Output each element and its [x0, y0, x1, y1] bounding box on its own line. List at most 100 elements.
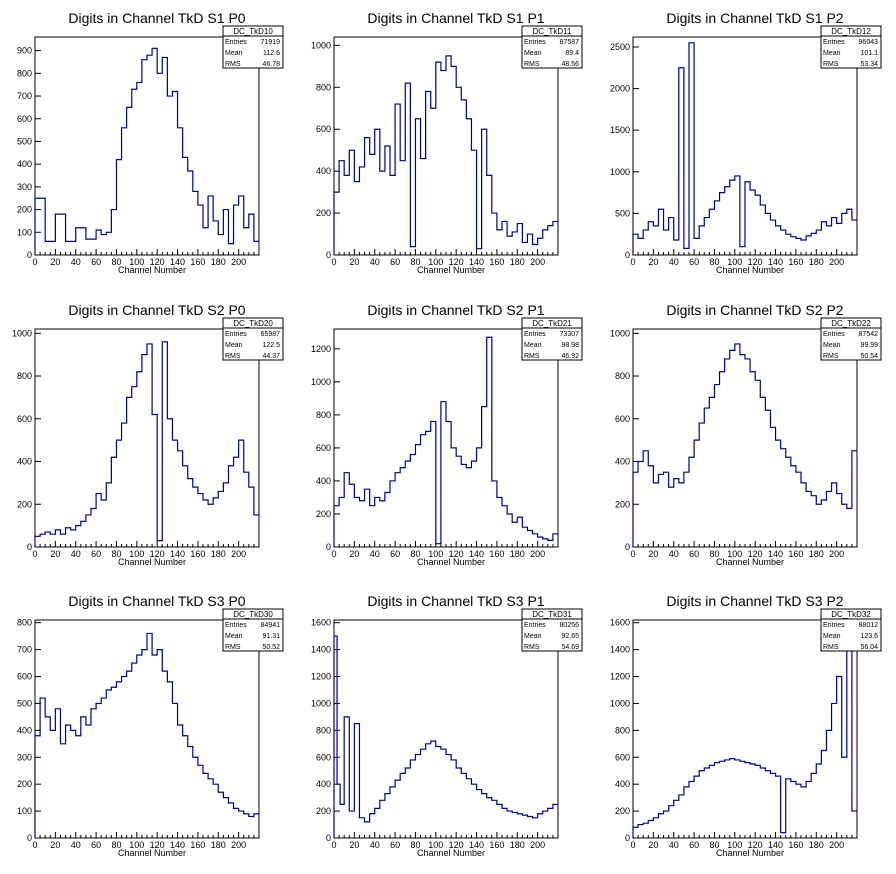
stats-value: 98.98 — [561, 342, 579, 349]
y-tick-label: 700 — [17, 91, 32, 101]
stats-label: Entries — [823, 331, 845, 338]
x-axis-label: Channel Number — [118, 265, 186, 275]
y-tick-label: 100 — [17, 227, 32, 237]
y-tick-label: 1500 — [610, 125, 630, 135]
stats-label: Entries — [524, 622, 546, 629]
y-tick-label: 800 — [615, 725, 630, 735]
y-tick-label: 400 — [17, 457, 32, 467]
y-tick-label: 400 — [615, 457, 630, 467]
x-tick-label: 140 — [170, 257, 185, 267]
y-tick-label: 0 — [27, 542, 32, 552]
chart-panel-8: Digits in Channel TkD S3 P1 0 20 40 60 80 100 1… — [311, 593, 583, 858]
plot-frame — [632, 328, 858, 548]
x-tick-label: 180 — [510, 840, 525, 850]
x-axis-label: Channel Number — [716, 265, 784, 275]
stats-label: Entries — [225, 331, 247, 338]
x-tick-label: 0 — [32, 549, 37, 559]
x-tick-label: 80 — [410, 257, 420, 267]
x-tick-label: 100 — [129, 549, 144, 559]
stats-box-frame — [521, 608, 583, 652]
y-tick-label: 100 — [17, 806, 32, 816]
stats-label: RMS — [823, 61, 839, 68]
x-tick-label: 80 — [709, 549, 719, 559]
chart-title: Digits in Channel TkD S2 P2 — [666, 302, 843, 318]
y-tick-label: 0 — [625, 542, 630, 552]
stats-value: 96043 — [859, 39, 879, 46]
stats-box: DC_TkD32 Entries 88012 Mean 123.6 RMS 56.04 — [820, 608, 882, 652]
x-tick-label: 180 — [211, 549, 226, 559]
y-tick-label: 200 — [615, 499, 630, 509]
y-tick-label: 200 — [17, 499, 32, 509]
y-tick-label: 600 — [316, 443, 331, 453]
x-tick-label: 60 — [390, 840, 400, 850]
x-tick-label: 0 — [331, 840, 336, 850]
y-tick-label: 600 — [615, 414, 630, 424]
chart-panel-6: Digits in Channel TkD S2 P2 0 20 40 60 80 100 1… — [610, 302, 882, 567]
stats-box: DC_TkD22 Entries 87542 Mean 99.99 RMS 50.54 — [820, 317, 882, 361]
x-tick-label: 20 — [50, 840, 60, 850]
plot-frame — [333, 619, 559, 839]
histogram-series — [333, 635, 558, 838]
stats-label: RMS — [823, 353, 839, 360]
stats-value: 48.56 — [561, 61, 579, 68]
x-tick-label: 140 — [170, 549, 185, 559]
x-tick-label: 200 — [530, 257, 545, 267]
x-tick-label: 0 — [630, 257, 635, 267]
chart-title: Digits in Channel TkD S1 P0 — [68, 10, 245, 26]
x-tick-label: 200 — [231, 840, 246, 850]
y-tick-label: 200 — [316, 208, 331, 218]
x-tick-label: 120 — [449, 549, 464, 559]
y-tick-label: 400 — [316, 166, 331, 176]
x-tick-label: 160 — [190, 549, 205, 559]
y-tick-label: 600 — [316, 124, 331, 134]
stats-value: 46.78 — [262, 61, 280, 68]
y-tick-label: 0 — [27, 833, 32, 843]
y-tick-label: 0 — [27, 250, 32, 260]
stats-value: 73307 — [560, 331, 580, 338]
y-tick-label: 400 — [615, 779, 630, 789]
y-tick-label: 600 — [17, 672, 32, 682]
stats-value: 44.37 — [262, 353, 280, 360]
y-tick-label: 1000 — [12, 328, 32, 338]
stats-value: 88012 — [859, 622, 879, 629]
x-tick-label: 60 — [689, 257, 699, 267]
stats-value: 101.1 — [860, 50, 878, 57]
y-tick-label: 200 — [17, 779, 32, 789]
stats-name: DC_TkD32 — [831, 610, 871, 619]
y-tick-label: 1000 — [311, 377, 331, 387]
stats-value: 54.69 — [561, 644, 579, 651]
stats-name: DC_TkD11 — [533, 27, 573, 36]
stats-value: 123.6 — [860, 633, 878, 640]
x-tick-label: 20 — [50, 257, 60, 267]
stats-value: 89.4 — [565, 50, 579, 57]
x-tick-label: 40 — [669, 257, 679, 267]
y-tick-label: 800 — [316, 410, 331, 420]
stats-label: Mean — [823, 50, 841, 57]
x-tick-label: 120 — [449, 257, 464, 267]
stats-value: 65987 — [261, 331, 281, 338]
y-tick-label: 0 — [625, 250, 630, 260]
stats-value: 84941 — [261, 622, 281, 629]
x-tick-label: 40 — [669, 549, 679, 559]
stats-value: 50.52 — [262, 644, 280, 651]
y-tick-label: 300 — [17, 182, 32, 192]
x-tick-label: 60 — [689, 840, 699, 850]
x-tick-label: 80 — [111, 549, 121, 559]
stats-value: 122.5 — [262, 342, 280, 349]
y-tick-label: 200 — [17, 205, 32, 215]
y-tick-label: 800 — [17, 68, 32, 78]
x-tick-label: 160 — [190, 257, 205, 267]
x-tick-label: 160 — [788, 840, 803, 850]
x-tick-label: 140 — [170, 840, 185, 850]
y-tick-label: 300 — [17, 752, 32, 762]
stats-value: 91.31 — [262, 633, 280, 640]
stats-value: 46.92 — [561, 353, 579, 360]
y-tick-label: 1400 — [610, 645, 630, 655]
stats-value: 80256 — [560, 622, 580, 629]
stats-label: Mean — [823, 342, 841, 349]
stats-name: DC_TkD31 — [532, 610, 572, 619]
x-tick-label: 160 — [489, 840, 504, 850]
y-tick-label: 2500 — [610, 42, 630, 52]
x-tick-label: 100 — [428, 257, 443, 267]
y-tick-label: 700 — [17, 645, 32, 655]
